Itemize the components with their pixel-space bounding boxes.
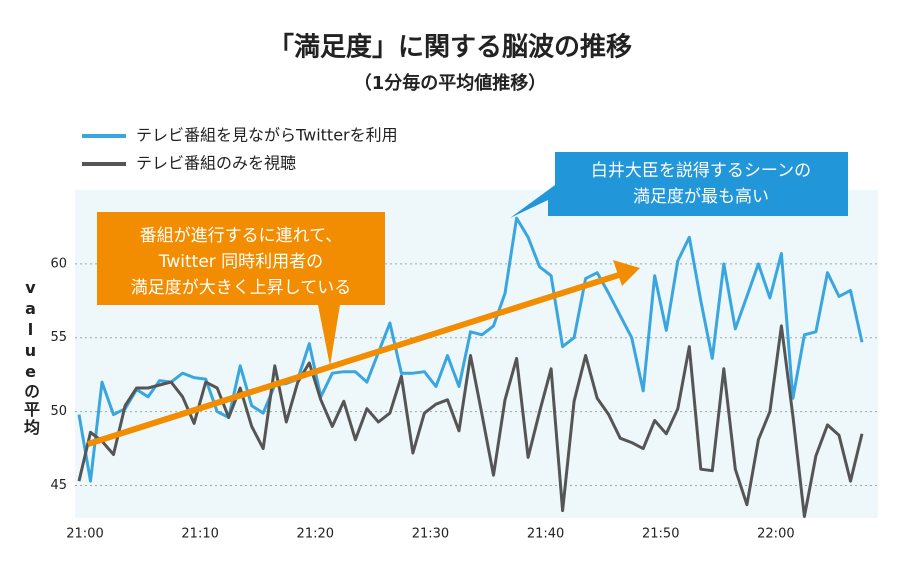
x-tick-label: 21:30 <box>412 527 449 542</box>
trend-arrowhead <box>613 260 640 286</box>
callout-text: 満足度が最も高い <box>633 187 769 207</box>
legend-label: テレビ番組を見ながらTwitterを利用 <box>136 126 398 145</box>
orange-callout <box>97 212 385 366</box>
x-tick-label: 22:00 <box>757 527 794 542</box>
y-tick-label: 60 <box>50 256 67 271</box>
y-axis-label: valueの平均 <box>21 278 40 437</box>
data-line <box>77 324 864 518</box>
x-tick-label: 21:00 <box>66 527 103 542</box>
x-tick-label: 21:10 <box>181 527 218 542</box>
chart-subtitle: （1分毎の平均値推移） <box>354 72 547 94</box>
x-tick-label: 21:20 <box>297 527 334 542</box>
x-tick-label: 21:50 <box>642 527 679 542</box>
trend-arrow <box>87 271 623 447</box>
y-tick-label: 55 <box>50 330 67 345</box>
y-tick-label: 50 <box>50 404 67 419</box>
x-tick-label: 21:40 <box>527 527 564 542</box>
callout-text: 満足度が大きく上昇している <box>131 278 352 298</box>
callout-text: Twitter 同時利用者の <box>158 252 323 272</box>
blue-callout <box>510 152 848 218</box>
chart-title: 「満足度」に関する脳波の推移 <box>268 32 632 63</box>
legend-label: テレビ番組のみを視聴 <box>136 154 296 173</box>
y-tick-label: 45 <box>50 478 67 493</box>
callout-text: 番組が進行するに連れて、 <box>140 226 343 246</box>
data-line <box>77 216 864 483</box>
callout-text: 白井大臣を説得するシーンの <box>591 161 811 181</box>
